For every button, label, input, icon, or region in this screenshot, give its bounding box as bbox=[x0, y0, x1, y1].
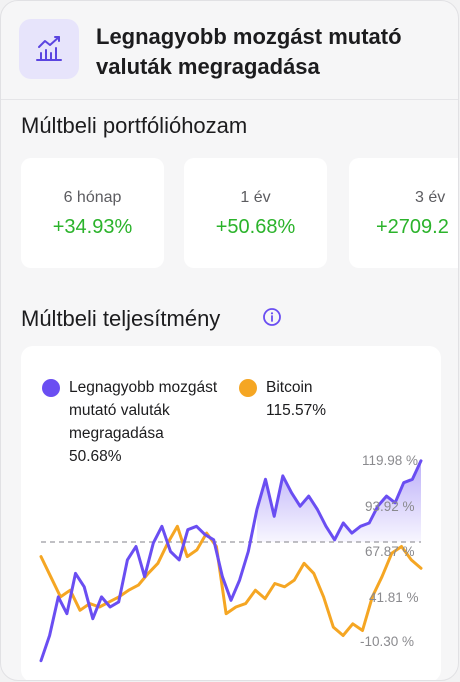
strategy-series-line bbox=[39, 459, 423, 663]
chart-bar-line-icon bbox=[19, 19, 79, 79]
bitcoin-series-line bbox=[39, 524, 423, 637]
legend-dot-bitcoin bbox=[239, 379, 257, 397]
legend-label-bitcoin: Bitcoin bbox=[266, 379, 313, 396]
performance-section-title: Múltbeli teljesítmény bbox=[21, 306, 221, 331]
y-tick-label: 67.87 % bbox=[365, 544, 415, 559]
performance-chart-card: Legnagyobb mozgást mutató valuták megrag… bbox=[21, 346, 441, 681]
legend-value-strategy: 50.68% bbox=[69, 448, 122, 465]
return-card-value: +50.68% bbox=[215, 216, 296, 238]
legend-label-strategy: Legnagyobb mozgást mutató valuták megrag… bbox=[69, 379, 218, 442]
returns-cards-row[interactable]: 6 hónap +34.93% 1 év +50.68% 3 év +2709.… bbox=[21, 158, 458, 270]
legend-value-bitcoin: 115.57% bbox=[266, 402, 327, 419]
y-tick-label: 119.98 % bbox=[362, 453, 419, 468]
y-tick-label: -10.30 % bbox=[360, 634, 415, 649]
header-divider bbox=[1, 99, 458, 100]
return-card-label: 3 év bbox=[415, 189, 446, 206]
return-card-6m: 6 hónap +34.93% bbox=[21, 158, 164, 268]
strategy-header: Legnagyobb mozgást mutató valuták megrag… bbox=[19, 19, 458, 81]
legend-dot-strategy bbox=[42, 379, 60, 397]
strategy-area-fill bbox=[256, 460, 421, 542]
legend-item-bitcoin: Bitcoin 115.57% bbox=[266, 376, 326, 422]
returns-section-title: Múltbeli portfólióhozam bbox=[21, 113, 248, 138]
legend-item-strategy: Legnagyobb mozgást mutató valuták megrag… bbox=[69, 376, 259, 468]
performance-line-chart[interactable] bbox=[21, 346, 441, 681]
info-icon[interactable] bbox=[263, 308, 281, 326]
y-tick-label: 41.81 % bbox=[369, 590, 419, 605]
return-card-1y: 1 év +50.68% bbox=[184, 158, 327, 268]
y-tick-label: 93.92 % bbox=[365, 499, 415, 514]
return-card-value: +34.93% bbox=[52, 216, 133, 238]
return-card-label: 1 év bbox=[240, 189, 271, 206]
return-card-label: 6 hónap bbox=[63, 189, 122, 206]
strategy-title: Legnagyobb mozgást mutató valuták megrag… bbox=[96, 24, 402, 79]
return-card-value: +2709.2 bbox=[376, 216, 449, 238]
return-card-3y: 3 év +2709.2 bbox=[349, 158, 458, 268]
